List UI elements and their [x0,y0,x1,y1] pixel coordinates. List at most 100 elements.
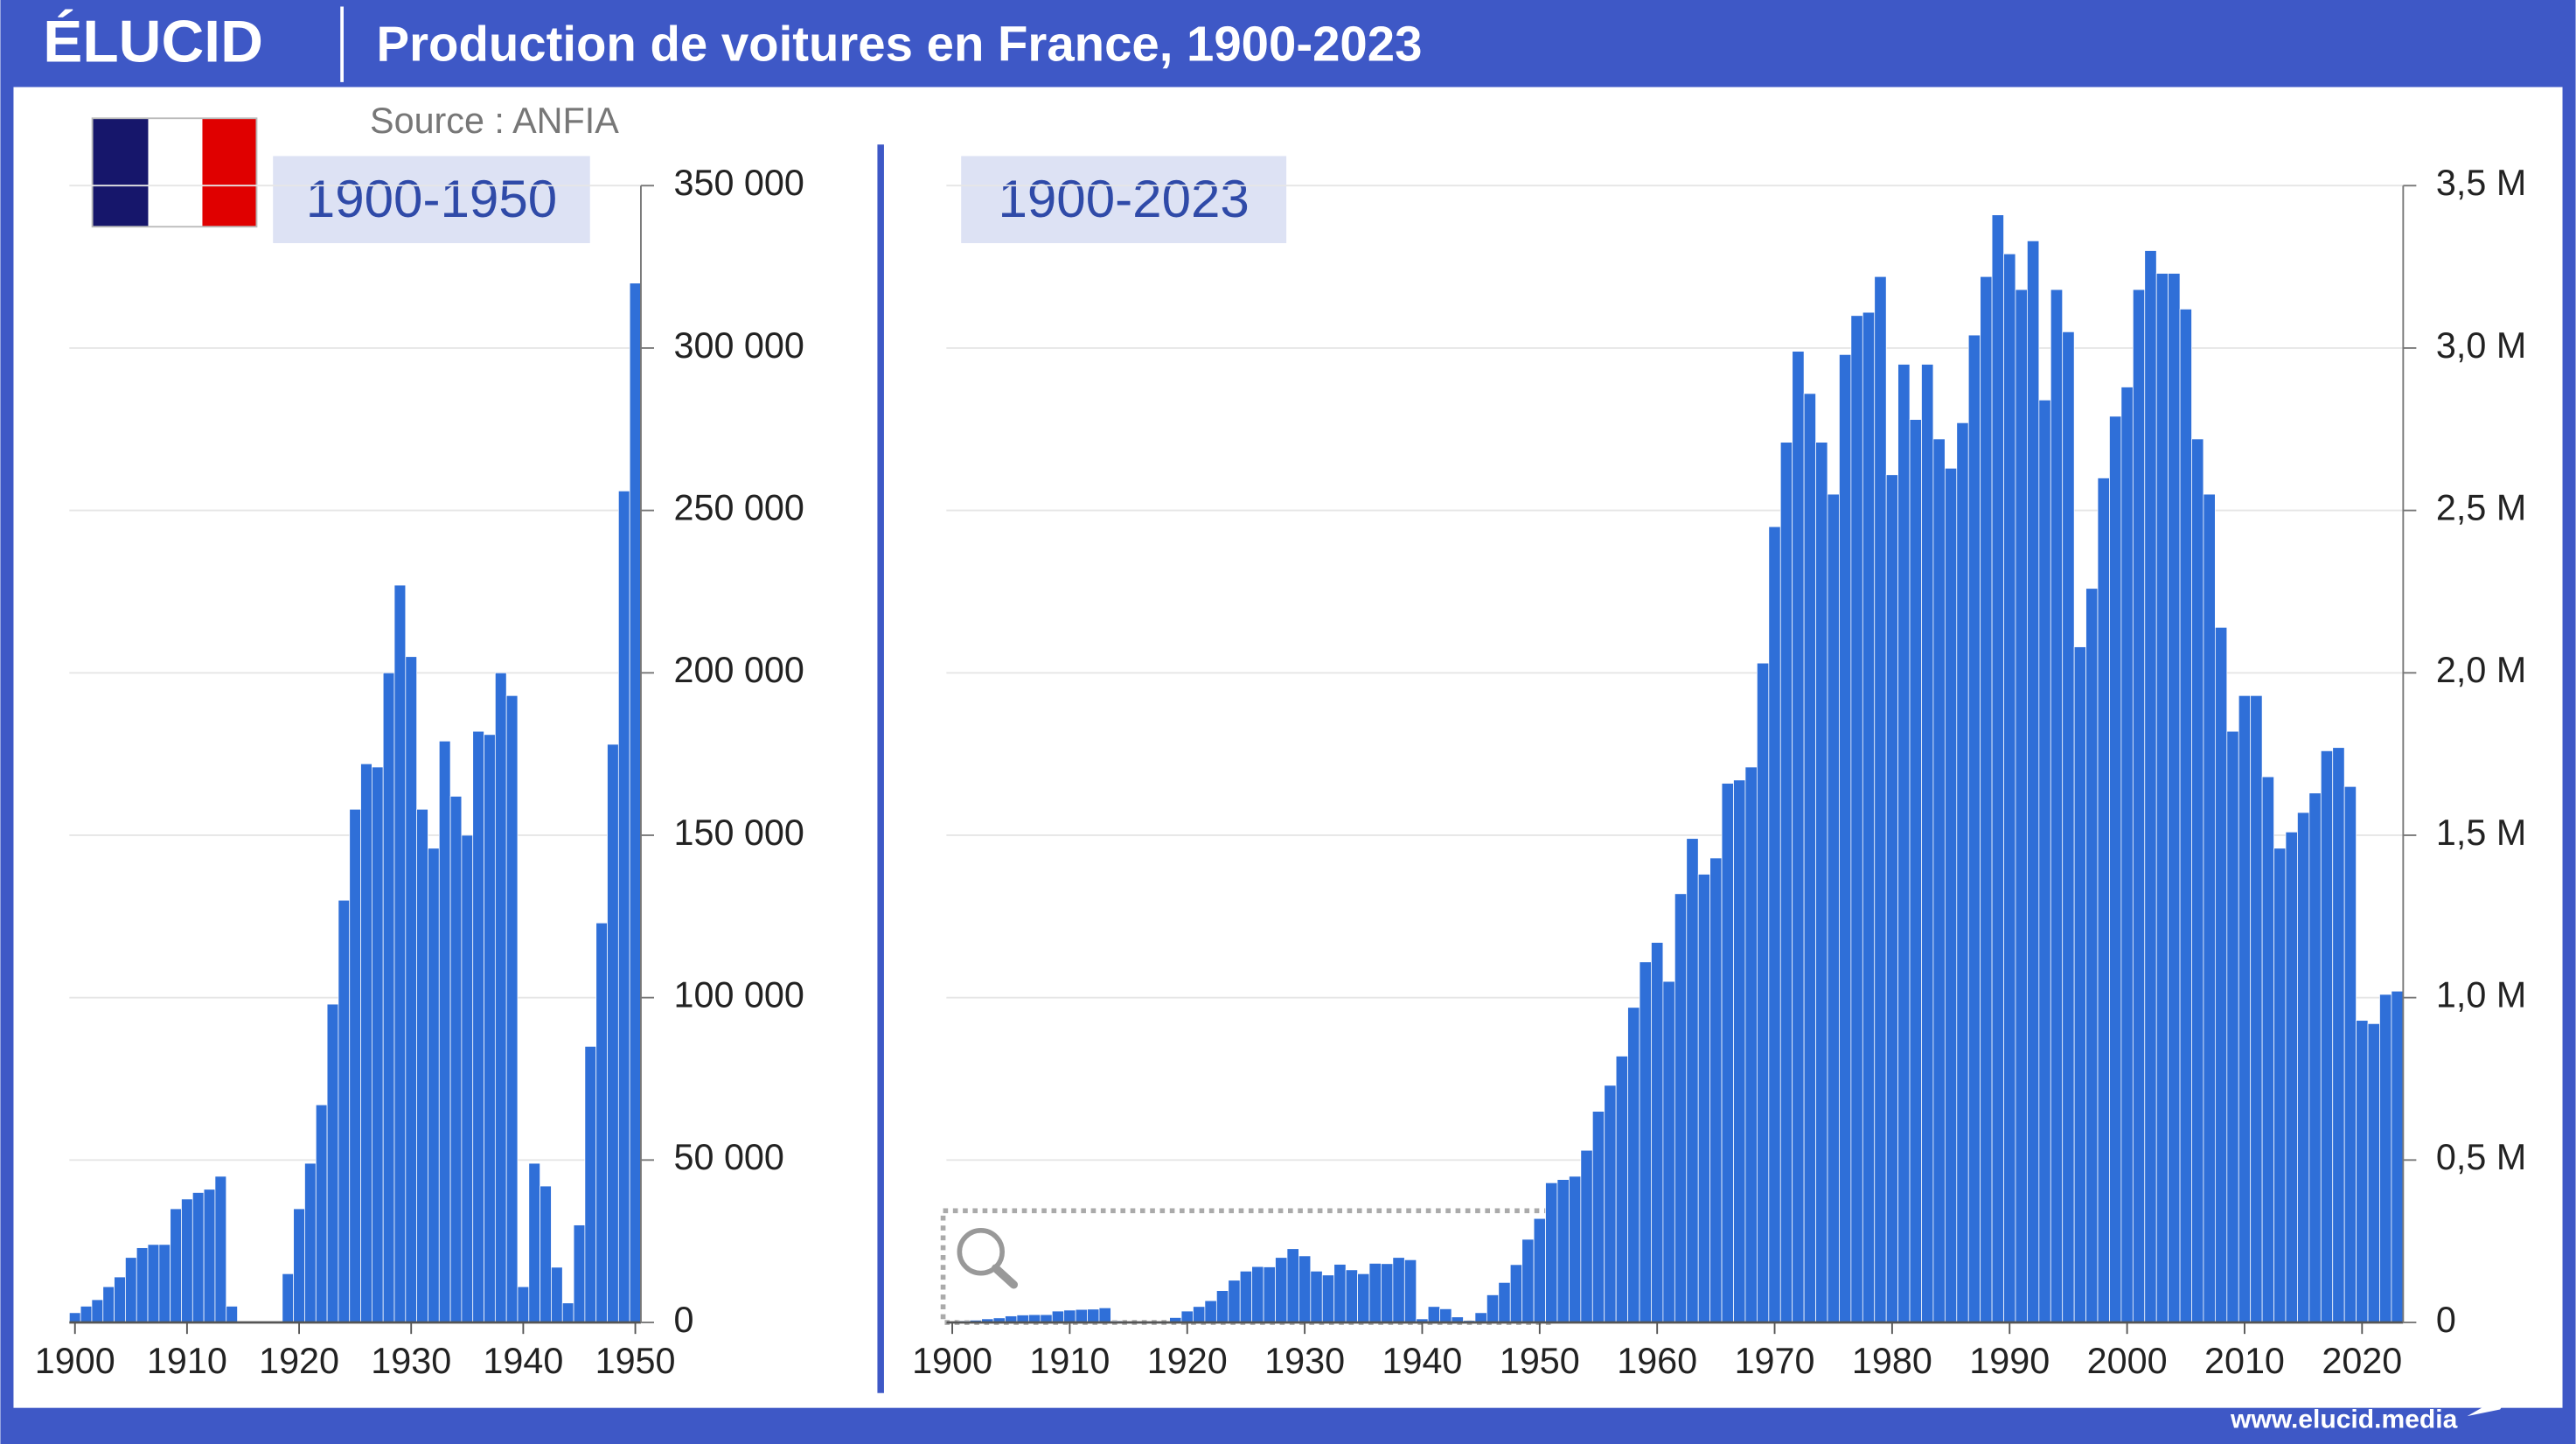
y-tick-label: 300 000 [674,325,804,366]
bar [2027,241,2040,1323]
bar [1662,980,1675,1323]
y-tick-label: 3,0 M [2436,325,2526,366]
bar [1956,422,1969,1323]
bar [1345,1269,1358,1323]
x-tick-label: 1900 [35,1341,115,1381]
bar [484,734,496,1323]
logo: ÉLUCID [43,8,263,74]
bar [1709,857,1723,1323]
bar [540,1185,552,1323]
bar [360,763,372,1323]
x-tick-label: 1910 [1029,1341,1110,1381]
y-tick-label: 250 000 [674,488,804,528]
bar [326,1003,339,1323]
bar [2085,588,2099,1323]
bar [2391,990,2404,1323]
bar [1580,1149,1593,1323]
bar [1498,1281,1511,1323]
bar [349,808,361,1323]
flag-red [202,118,257,227]
bar [1310,1270,1323,1323]
bar [1321,1274,1335,1323]
bar [551,1266,563,1323]
x-tick-label: 2010 [2204,1341,2285,1381]
bar [1427,1306,1440,1323]
bar [393,584,407,1323]
bar [1815,442,1828,1323]
bar [1087,1308,1100,1323]
bar [1533,1217,1546,1323]
bar [595,922,608,1323]
x-tick-label: 2000 [2087,1341,2168,1381]
bar [1827,493,1840,1323]
bar [382,672,395,1323]
bar [1403,1259,1417,1323]
bar [2062,331,2075,1323]
magnifier-lens [957,1228,1005,1276]
bar [1862,311,1876,1323]
bar [1333,1264,1347,1323]
bar [1545,1182,1558,1323]
bar [2097,478,2110,1323]
bar [1263,1266,1276,1323]
bar [2320,750,2334,1323]
bar [2050,289,2064,1323]
y-tick-label: 50 000 [674,1137,784,1177]
bar [2120,387,2134,1323]
bar [573,1224,586,1323]
bar [214,1175,227,1323]
y-tick-label: 150 000 [674,813,804,853]
bar [2356,1020,2369,1323]
bar [1615,1056,1628,1323]
bar [1768,526,1781,1323]
y-tick-label: 200 000 [674,650,804,690]
bar [1239,1270,1253,1323]
bar [1921,364,1934,1323]
bar [1651,942,1664,1323]
bar [1850,315,1863,1323]
bar [1368,1263,1382,1323]
x-tick-label: 1960 [1617,1341,1697,1381]
x-tick-label: 1900 [912,1341,992,1381]
bar [1980,276,1993,1323]
bar [1874,276,1887,1323]
bar [2015,289,2028,1323]
bar [2179,308,2192,1323]
bar [338,899,351,1323]
bar [91,1299,104,1323]
bar [293,1208,305,1323]
x-tick-label: 1940 [1382,1341,1463,1381]
bar [1627,1007,1640,1323]
bar [2297,812,2310,1323]
chart: 1900-2023 0 0,5 M 1,0 M 1,5 M 2,0 M 2,5 M 3,0 M… [912,156,2526,1381]
bar [2003,253,2016,1323]
bar [1885,474,1898,1323]
bar [1251,1266,1264,1323]
bar [1604,1085,1617,1323]
bar [1744,766,1758,1323]
bar [629,283,642,1323]
bar [1193,1306,1206,1323]
bar [494,672,507,1323]
bar [1639,961,1652,1323]
bar [191,1192,205,1323]
bar [1897,364,1911,1323]
bar [181,1198,193,1323]
bar [1286,1248,1299,1323]
flag-border [91,117,258,228]
bar [1932,438,1946,1323]
bar [1063,1309,1076,1323]
bar [2261,776,2274,1323]
bar [125,1257,137,1323]
bar [561,1302,574,1323]
x-tick-label: 1920 [1147,1341,1228,1381]
bar [1098,1307,1111,1323]
y-tick-label: 3,5 M [2436,163,2526,203]
x-tick-label: 1990 [1969,1341,2050,1381]
bar [371,766,384,1323]
bar [1674,893,1688,1323]
y-tick-label: 0,5 M [2436,1137,2526,1177]
bar [2203,493,2216,1323]
bar [1298,1255,1312,1323]
